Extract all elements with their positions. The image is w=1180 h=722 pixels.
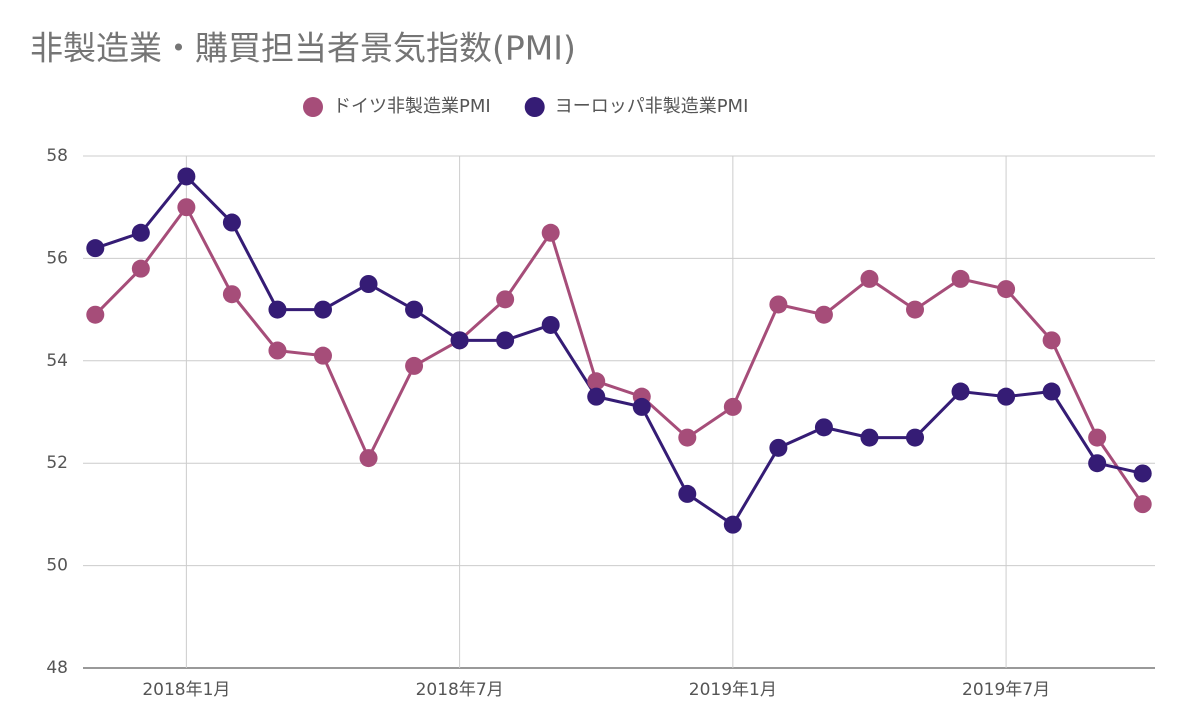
data-point [1133,464,1152,483]
data-point [541,315,560,334]
data-point [405,300,424,319]
x-tick-label: 2018年1月 [142,680,230,700]
data-point [860,428,879,447]
data-point [1133,495,1152,514]
data-point [769,438,788,457]
y-tick-label: 56 [46,248,68,268]
data-point [177,167,196,186]
legend-label: ドイツ非製造業PMI [333,96,491,117]
data-point [769,295,788,314]
series-line [94,204,1144,506]
data-point [177,198,196,217]
data-point [268,300,287,319]
data-point [496,290,515,309]
legend-label: ヨーロッパ非製造業PMI [555,96,749,117]
data-point [814,305,833,324]
data-point [405,356,424,375]
series-line [94,174,1144,527]
data-point [313,300,332,319]
data-point [222,285,241,304]
x-tick-label: 2019年1月 [689,680,777,700]
data-point [997,387,1016,406]
data-point [1088,454,1107,473]
data-point [86,305,105,324]
data-point [359,449,378,468]
data-point [814,418,833,437]
y-tick-label: 48 [46,658,68,678]
data-point [131,223,150,242]
data-point [1042,382,1061,401]
legend-marker [303,97,323,117]
data-point [678,428,697,447]
chart-title: 非製造業・購買担当者景気指数(PMI) [30,29,576,68]
data-point [541,223,560,242]
legend-marker [524,97,545,117]
x-tick-label: 2019年7月 [962,680,1050,700]
y-tick-label: 52 [46,453,68,473]
data-point [723,515,742,534]
data-point [131,259,150,278]
data-point [906,428,925,447]
data-point [496,331,515,350]
data-point [906,300,925,319]
data-point [951,382,970,401]
data-point [723,397,742,416]
data-point [587,387,606,406]
data-point [359,275,378,293]
data-point [1088,428,1107,447]
data-point [450,331,469,350]
data-point [587,372,606,391]
data-point [997,280,1016,299]
y-tick-label: 58 [46,146,68,166]
data-point [268,341,287,360]
data-point [222,213,241,232]
data-point [632,397,651,416]
y-tick-label: 50 [46,556,68,576]
data-point [951,269,970,288]
data-point [860,269,879,288]
data-point [678,484,697,503]
data-point [313,346,332,365]
y-tick-label: 54 [46,351,68,371]
data-point [86,239,105,258]
x-tick-label: 2018年7月 [416,680,504,700]
data-point [1042,331,1061,350]
